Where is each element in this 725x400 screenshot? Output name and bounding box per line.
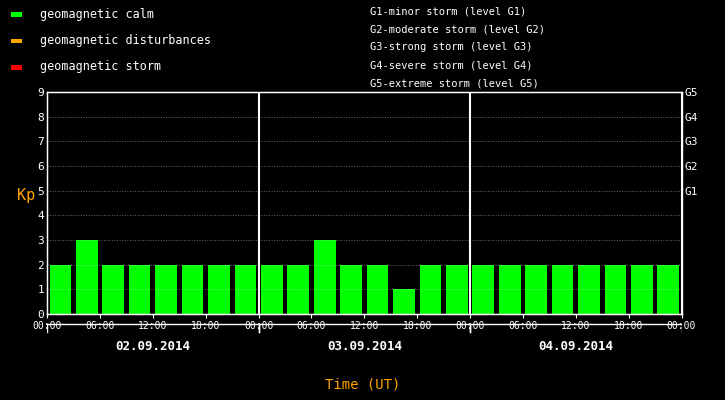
Bar (182, 265, 203, 314)
Bar (234, 265, 256, 314)
Bar (499, 265, 521, 314)
Bar (631, 265, 652, 314)
Bar (578, 265, 600, 314)
Bar (552, 265, 573, 314)
Bar (261, 265, 283, 314)
Text: Time (UT): Time (UT) (325, 378, 400, 392)
Bar (155, 265, 177, 314)
Bar (420, 265, 442, 314)
Bar (473, 265, 494, 314)
Bar (393, 289, 415, 314)
Text: 04.09.2014: 04.09.2014 (538, 340, 613, 352)
Text: 03.09.2014: 03.09.2014 (327, 340, 402, 352)
Bar (314, 240, 336, 314)
Bar (367, 265, 389, 314)
Bar (526, 265, 547, 314)
Bar (605, 265, 626, 314)
Text: 02.09.2014: 02.09.2014 (115, 340, 191, 352)
Text: geomagnetic calm: geomagnetic calm (41, 8, 154, 21)
Bar (76, 240, 98, 314)
Bar (49, 265, 71, 314)
Text: G2-moderate storm (level G2): G2-moderate storm (level G2) (370, 24, 544, 34)
Bar (11, 65, 22, 70)
Bar (340, 265, 362, 314)
Bar (11, 12, 22, 17)
Bar (208, 265, 230, 314)
Bar (287, 265, 309, 314)
Text: G4-severe storm (level G4): G4-severe storm (level G4) (370, 60, 532, 70)
Bar (11, 38, 22, 43)
Y-axis label: Kp: Kp (17, 188, 36, 203)
Text: geomagnetic disturbances: geomagnetic disturbances (41, 34, 211, 47)
Bar (446, 265, 468, 314)
Text: G3-strong storm (level G3): G3-strong storm (level G3) (370, 42, 532, 52)
Text: G5-extreme storm (level G5): G5-extreme storm (level G5) (370, 78, 539, 88)
Text: G1-minor storm (level G1): G1-minor storm (level G1) (370, 6, 526, 16)
Bar (102, 265, 124, 314)
Text: geomagnetic storm: geomagnetic storm (41, 60, 162, 74)
Bar (129, 265, 151, 314)
Bar (658, 265, 679, 314)
